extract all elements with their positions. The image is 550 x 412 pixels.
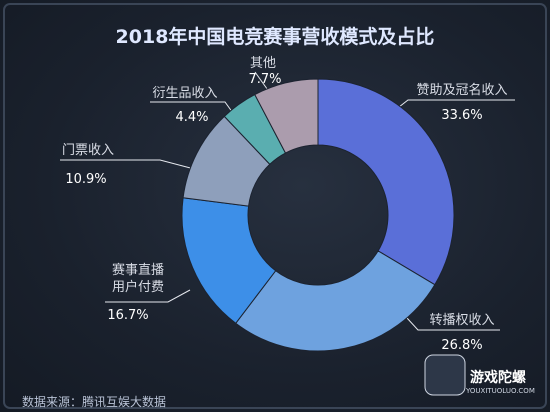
value-label: 26.8% (441, 338, 483, 353)
watermark-url: YOUXITUOLUO.COM (466, 387, 535, 395)
donut-slice (254, 78, 319, 154)
donut-slice (317, 78, 455, 286)
category-label: 衍生品收入 (152, 86, 218, 101)
source: 数据来源：腾讯互娱大数据 (22, 395, 167, 409)
value-label: 33.6% (441, 108, 483, 123)
value-label: 4.4% (175, 110, 209, 125)
category-label: 其他 (249, 56, 277, 71)
leader-line (105, 289, 191, 303)
leader-line (60, 159, 199, 171)
logo-icon (424, 354, 466, 396)
category-label: 赞助及冠名收入 (416, 83, 508, 98)
category-label: 门票收入 (61, 143, 115, 158)
value-label: 7.7% (248, 72, 282, 87)
value-label: 10.9% (65, 172, 107, 187)
watermark: 游戏陀螺 (470, 370, 526, 386)
frame (3, 3, 547, 409)
value-label: 16.7% (107, 308, 149, 323)
donut-slice (235, 250, 436, 352)
chart-title: 2018年中国电竞赛事营收模式及占比 (115, 26, 435, 48)
category-label: 转播权收入 (429, 313, 495, 328)
category-label: 赛事直播用户付费 (111, 263, 164, 295)
